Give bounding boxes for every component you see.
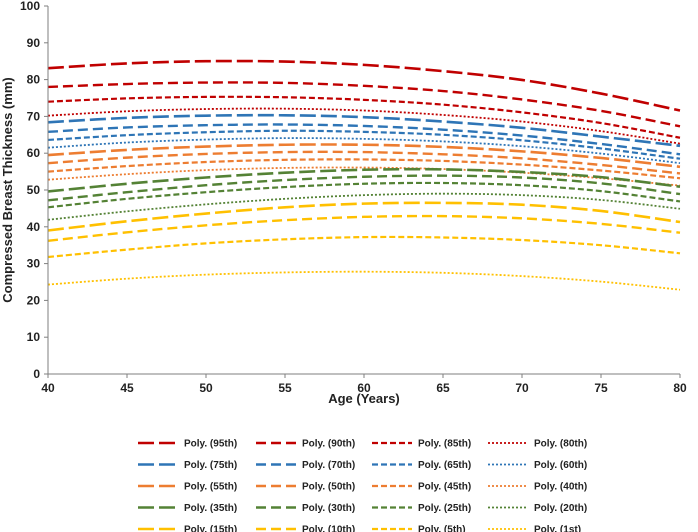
legend-label: Poly. (70th) — [302, 460, 355, 471]
legend-label: Poly. (20th) — [534, 503, 587, 514]
y-tick-label: 100 — [20, 0, 40, 13]
y-tick-label: 90 — [27, 36, 41, 50]
legend-item-poly80th: Poly. (80th) — [488, 439, 587, 450]
series-line-poly40th — [47, 166, 681, 187]
legend-label: Poly. (1st) — [534, 525, 581, 532]
x-tick-label: 50 — [199, 381, 213, 395]
legend-item-poly40th: Poly. (40th) — [488, 482, 587, 493]
legend-label: Poly. (95th) — [184, 439, 237, 450]
legend-item-poly25th: Poly. (25th) — [372, 503, 471, 514]
legend-item-poly55th: Poly. (55th) — [138, 482, 237, 493]
legend-item-poly95th: Poly. (95th) — [138, 439, 237, 450]
series-line-poly5th — [47, 235, 681, 259]
y-tick-label: 70 — [27, 109, 41, 123]
legend-item-poly75th: Poly. (75th) — [138, 460, 237, 471]
legend-label: Poly. (50th) — [302, 482, 355, 493]
series-line-poly70th — [47, 123, 681, 156]
x-tick-label: 80 — [673, 381, 687, 395]
legend-label: Poly. (90th) — [302, 439, 355, 450]
legend-label: Poly. (5th) — [418, 525, 466, 532]
legend: Poly. (95th) Poly. (90th) Poly. (85th) Poly… — [138, 439, 587, 532]
legend-item-poly90th: Poly. (90th) — [256, 439, 355, 450]
x-axis-title: Age (Years) — [328, 391, 400, 406]
legend-label: Poly. (40th) — [534, 482, 587, 493]
legend-item-poly70th: Poly. (70th) — [256, 460, 355, 471]
legend-label: Poly. (60th) — [534, 460, 587, 471]
legend-item-poly65th: Poly. (65th) — [372, 460, 471, 471]
x-tick-label: 75 — [594, 381, 608, 395]
y-tick-label: 0 — [33, 367, 40, 381]
y-tick-label: 50 — [27, 183, 41, 197]
legend-label: Poly. (80th) — [534, 439, 587, 450]
legend-item-poly5th: Poly. (5th) — [372, 525, 466, 532]
y-tick-label: 30 — [27, 257, 41, 271]
series-line-poly60th — [47, 137, 681, 165]
x-tick-label: 60 — [357, 381, 371, 395]
series-line-poly90th — [47, 81, 681, 128]
series-line-poly25th — [47, 181, 681, 209]
legend-label: Poly. (25th) — [418, 503, 471, 514]
series-line-poly35th — [47, 167, 681, 193]
legend-item-poly15th: Poly. (15th) — [138, 525, 237, 532]
y-tick-label: 60 — [27, 146, 41, 160]
legend-label: Poly. (85th) — [418, 439, 471, 450]
series-line-poly75th — [47, 113, 681, 148]
x-tick-label: 40 — [41, 381, 55, 395]
y-tick-label: 10 — [27, 330, 41, 344]
series-line-poly55th — [47, 143, 681, 169]
y-axis-title: Compressed Breast Thickness (mm) — [0, 77, 15, 302]
legend-item-poly85th: Poly. (85th) — [372, 439, 471, 450]
legend-item-poly20th: Poly. (20th) — [488, 503, 587, 514]
x-tick-label: 65 — [436, 381, 450, 395]
legend-label: Poly. (35th) — [184, 503, 237, 514]
series-line-poly45th — [47, 158, 681, 180]
legend-label: Poly. (65th) — [418, 460, 471, 471]
plot-area — [47, 59, 681, 291]
legend-label: Poly. (30th) — [302, 503, 355, 514]
x-tick-label: 55 — [278, 381, 292, 395]
series-line-poly65th — [47, 129, 681, 160]
legend-label: Poly. (15th) — [184, 525, 237, 532]
legend-label: Poly. (55th) — [184, 482, 237, 493]
legend-item-poly50th: Poly. (50th) — [256, 482, 355, 493]
legend-item-poly10th: Poly. (10th) — [256, 525, 355, 532]
series-line-poly80th — [47, 107, 681, 145]
series-line-poly15th — [47, 201, 681, 232]
legend-item-poly30th: Poly. (30th) — [256, 503, 355, 514]
x-tick-label: 45 — [120, 381, 134, 395]
legend-label: Poly. (75th) — [184, 460, 237, 471]
legend-item-poly1st: Poly. (1st) — [488, 525, 581, 532]
ticks: 0 10 20 30 40 50 60 70 80 90 100 40 45 50 55 60 65 70 75 80 — [20, 0, 687, 395]
y-tick-label: 80 — [27, 73, 41, 87]
legend-item-poly45th: Poly. (45th) — [372, 482, 471, 493]
series-line-poly20th — [47, 192, 681, 221]
series-line-poly85th — [47, 95, 681, 139]
legend-label: Poly. (45th) — [418, 482, 471, 493]
y-tick-label: 40 — [27, 220, 41, 234]
series-line-poly95th — [47, 59, 681, 112]
series-line-poly1st — [47, 270, 681, 291]
legend-label: Poly. (10th) — [302, 525, 355, 532]
legend-item-poly35th: Poly. (35th) — [138, 503, 237, 514]
x-tick-label: 70 — [515, 381, 529, 395]
legend-item-poly60th: Poly. (60th) — [488, 460, 587, 471]
series-line-poly50th — [47, 150, 681, 175]
series-line-poly10th — [47, 214, 681, 242]
y-tick-label: 20 — [27, 293, 41, 307]
series-line-poly30th — [47, 174, 681, 202]
